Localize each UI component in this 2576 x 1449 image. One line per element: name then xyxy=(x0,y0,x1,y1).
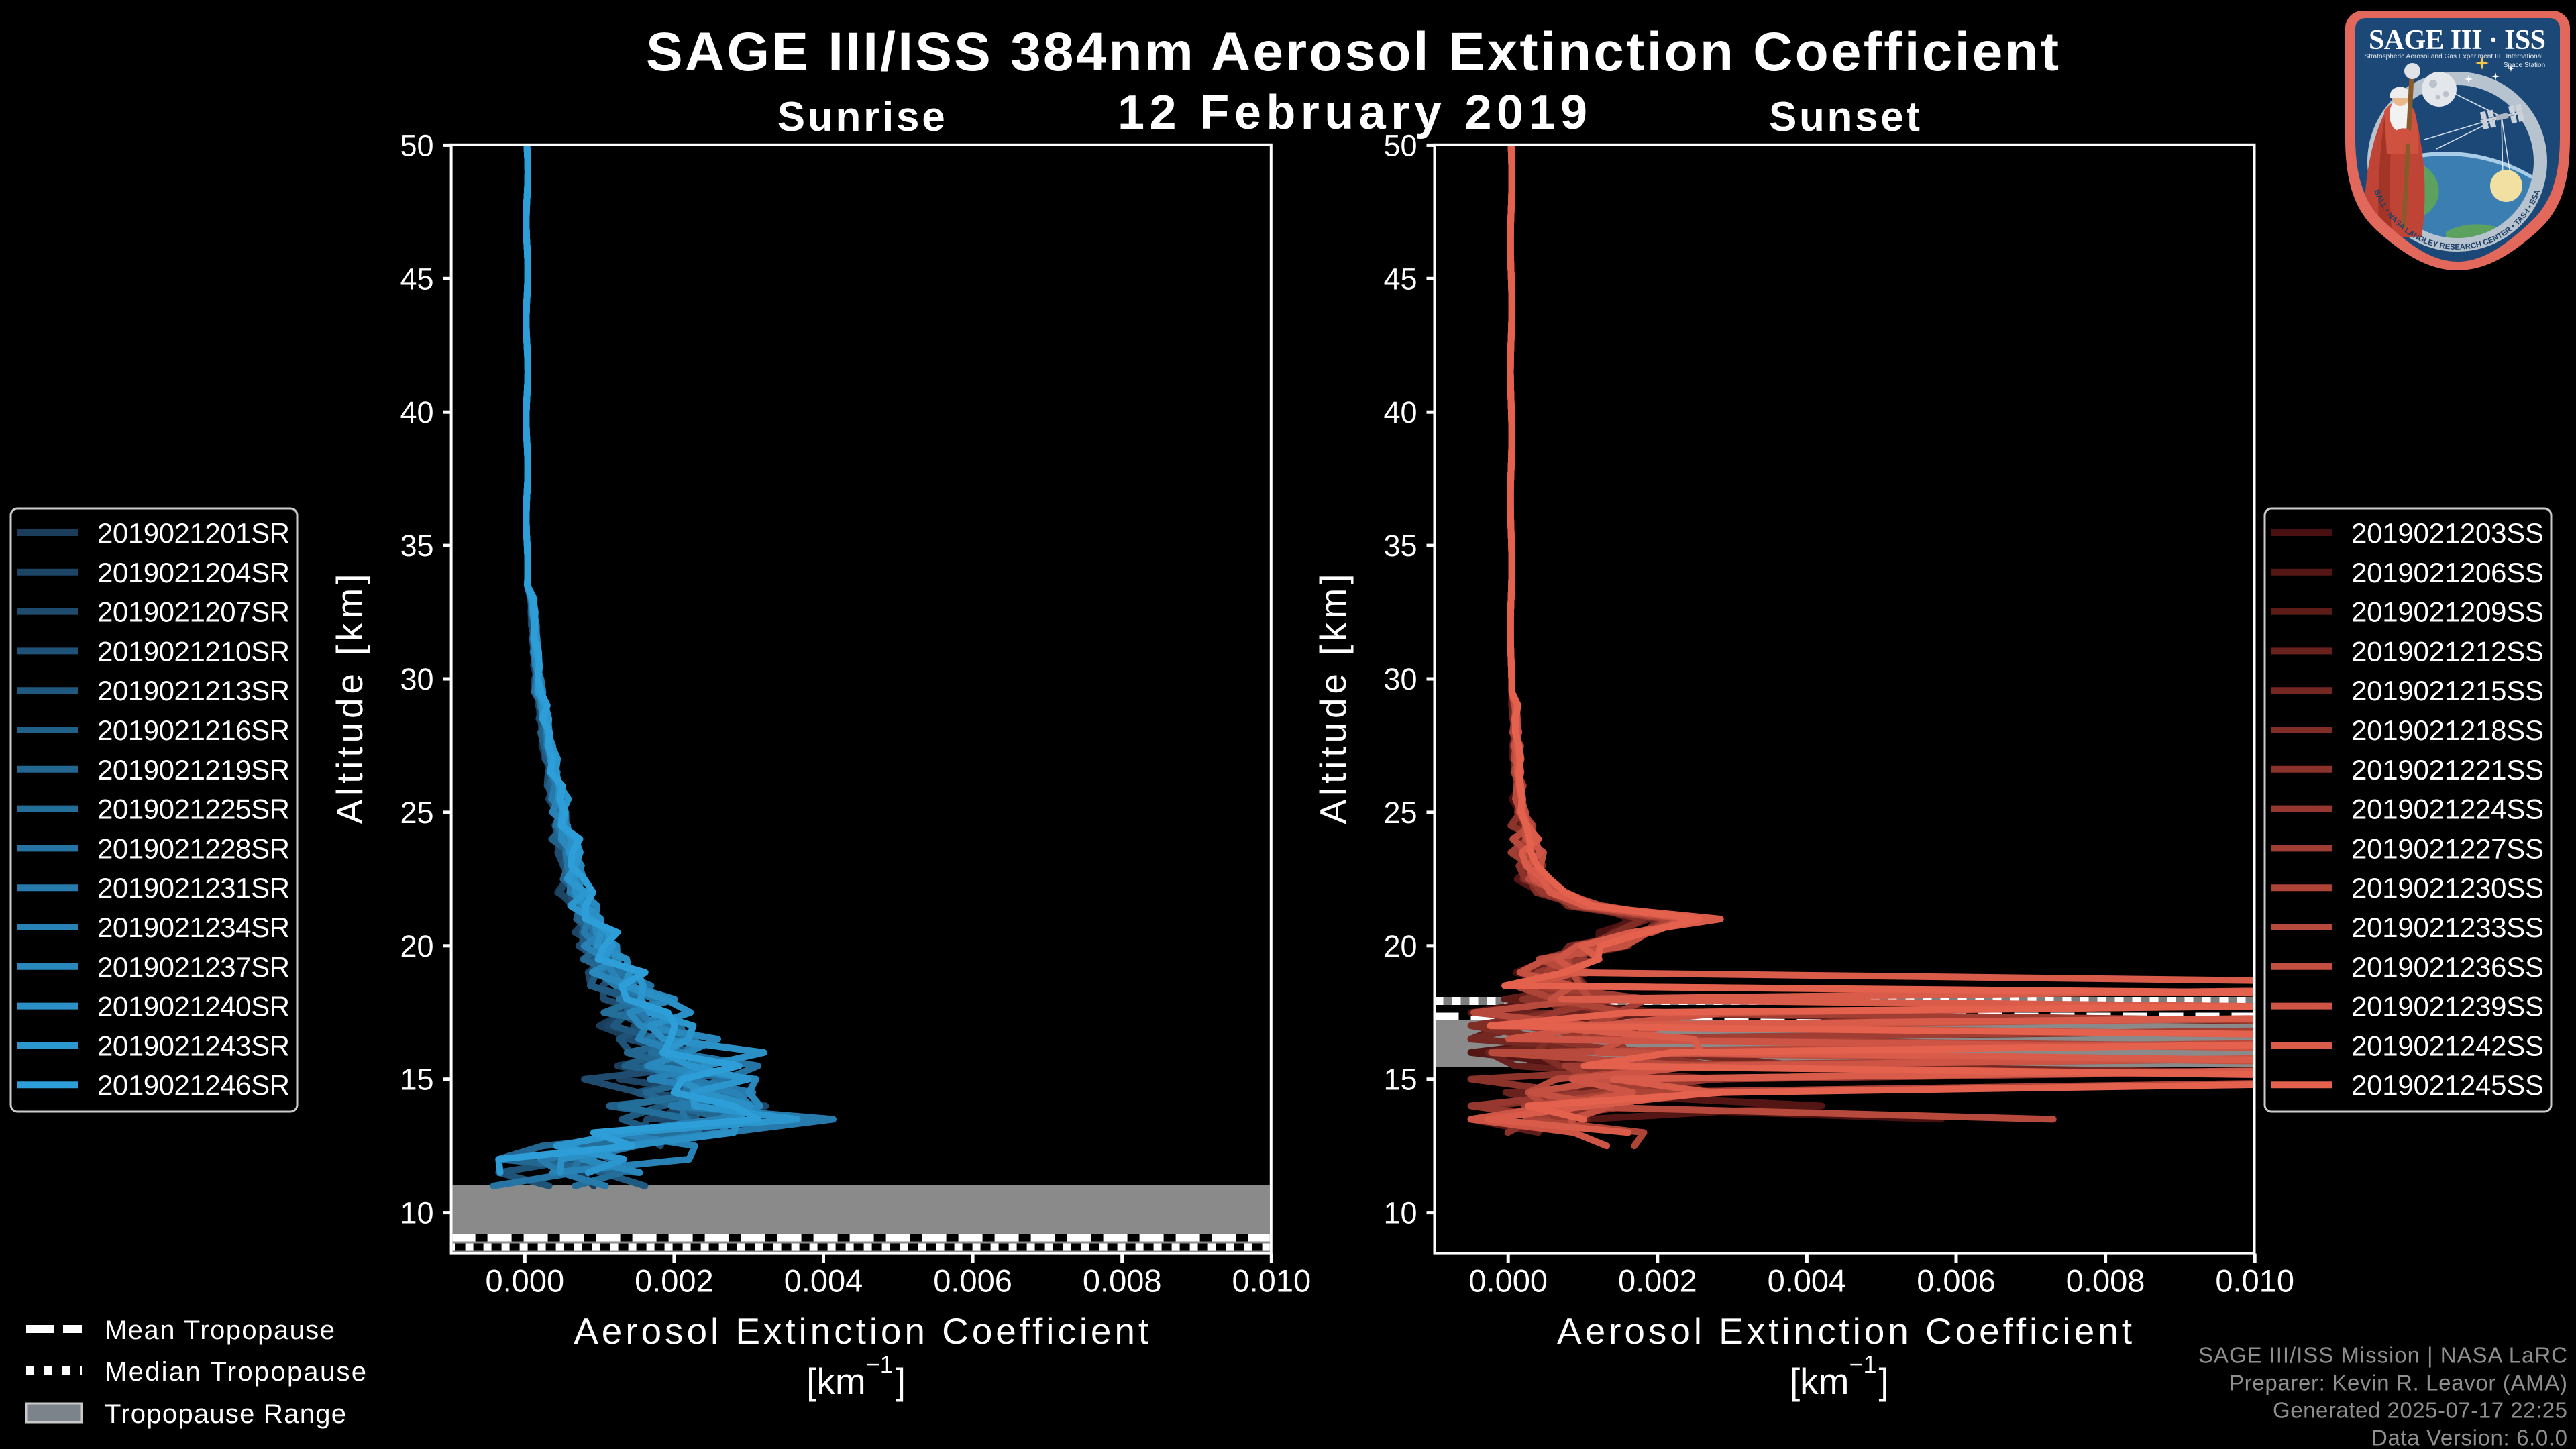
svg-text:0.006: 0.006 xyxy=(1917,1263,1996,1299)
svg-text:10: 10 xyxy=(400,1196,434,1230)
svg-text:2019021242SS: 2019021242SS xyxy=(2351,1030,2544,1061)
svg-text:Aerosol Extinction Coefficient: Aerosol Extinction Coefficient xyxy=(574,1310,1148,1352)
svg-text:Altitude [km]: Altitude [km] xyxy=(1312,574,1354,824)
svg-text:0.000: 0.000 xyxy=(1468,1263,1548,1299)
svg-text:2019021219SR: 2019021219SR xyxy=(97,754,290,786)
svg-text:Aerosol Extinction Coefficient: Aerosol Extinction Coefficient xyxy=(1557,1310,2132,1352)
svg-text:−1: −1 xyxy=(1849,1350,1877,1378)
svg-text:2019021216SR: 2019021216SR xyxy=(97,714,290,746)
svg-text:2019021213SR: 2019021213SR xyxy=(97,675,290,706)
svg-text:2019021212SS: 2019021212SS xyxy=(2351,635,2544,667)
svg-text:International: International xyxy=(2506,53,2542,60)
svg-text:Tropopause Range: Tropopause Range xyxy=(105,1399,346,1429)
svg-text:25: 25 xyxy=(400,796,434,830)
svg-text:SAGE III/ISS 384nm Aerosol Ext: SAGE III/ISS 384nm Aerosol Extinction Co… xyxy=(646,21,2059,83)
svg-text:SAGE III · ISS: SAGE III · ISS xyxy=(2369,25,2546,56)
svg-text:Space Station: Space Station xyxy=(2504,62,2545,69)
svg-text:2019021243SR: 2019021243SR xyxy=(97,1030,290,1061)
svg-text:12 February 2019: 12 February 2019 xyxy=(1118,86,1587,140)
svg-text:2019021210SR: 2019021210SR xyxy=(97,635,290,667)
svg-text:15: 15 xyxy=(400,1063,434,1097)
svg-text:−1: −1 xyxy=(866,1350,894,1378)
svg-text:2019021237SR: 2019021237SR xyxy=(97,951,290,983)
svg-text:2019021209SS: 2019021209SS xyxy=(2351,596,2544,628)
svg-text:2019021236SS: 2019021236SS xyxy=(2351,951,2544,983)
svg-text:2019021234SR: 2019021234SR xyxy=(97,912,290,943)
svg-text:Altitude [km]: Altitude [km] xyxy=(329,574,370,824)
svg-text:35: 35 xyxy=(400,529,434,563)
svg-text:2019021221SS: 2019021221SS xyxy=(2351,754,2544,786)
svg-text:40: 40 xyxy=(1383,395,1417,429)
svg-text:0.002: 0.002 xyxy=(635,1263,714,1299)
svg-text:30: 30 xyxy=(1383,662,1417,696)
svg-text:35: 35 xyxy=(1383,529,1417,563)
svg-text:30: 30 xyxy=(400,662,434,696)
svg-text:SAGE III/ISS Mission | NASA La: SAGE III/ISS Mission | NASA LaRC xyxy=(2198,1343,2567,1368)
svg-text:2019021245SS: 2019021245SS xyxy=(2351,1069,2544,1101)
svg-text:0.008: 0.008 xyxy=(1083,1263,1162,1299)
svg-text:2019021230SS: 2019021230SS xyxy=(2351,872,2544,904)
svg-text:]: ] xyxy=(896,1360,906,1402)
svg-text:0.004: 0.004 xyxy=(1768,1263,1847,1299)
svg-text:2019021240SR: 2019021240SR xyxy=(97,991,290,1022)
svg-text:0.008: 0.008 xyxy=(2066,1263,2145,1299)
svg-text:0.000: 0.000 xyxy=(485,1263,564,1299)
svg-text:2019021233SS: 2019021233SS xyxy=(2351,912,2544,943)
svg-text:[km: [km xyxy=(806,1360,866,1402)
svg-text:2019021206SS: 2019021206SS xyxy=(2351,557,2544,588)
svg-text:40: 40 xyxy=(400,395,434,429)
svg-text:2019021201SR: 2019021201SR xyxy=(97,517,290,549)
svg-text:2019021225SR: 2019021225SR xyxy=(97,794,290,825)
svg-text:45: 45 xyxy=(1383,262,1417,296)
svg-text:20: 20 xyxy=(1383,929,1417,963)
svg-text:Preparer: Kevin R. Leavor (AMA: Preparer: Kevin R. Leavor (AMA) xyxy=(2229,1371,2567,1395)
svg-text:2019021227SS: 2019021227SS xyxy=(2351,833,2544,864)
svg-text:2019021239SS: 2019021239SS xyxy=(2351,991,2544,1022)
svg-text:Mean Tropopause: Mean Tropopause xyxy=(105,1316,335,1345)
svg-text:2019021218SS: 2019021218SS xyxy=(2351,714,2544,746)
svg-text:20: 20 xyxy=(400,929,434,963)
svg-text:Data Version: 6.0.0: Data Version: 6.0.0 xyxy=(2371,1426,2567,1449)
svg-text:2019021204SR: 2019021204SR xyxy=(97,557,290,588)
svg-text:0.004: 0.004 xyxy=(784,1263,863,1299)
svg-text:Generated 2025-07-17 22:25: Generated 2025-07-17 22:25 xyxy=(2273,1398,2567,1423)
svg-text:Median Tropopause: Median Tropopause xyxy=(105,1357,366,1387)
svg-text:]: ] xyxy=(1879,1360,1889,1402)
svg-text:2019021207SR: 2019021207SR xyxy=(97,596,290,628)
svg-text:2019021231SR: 2019021231SR xyxy=(97,872,290,904)
svg-text:0.002: 0.002 xyxy=(1618,1263,1697,1299)
svg-text:25: 25 xyxy=(1383,796,1417,830)
svg-text:0.010: 0.010 xyxy=(2215,1263,2294,1299)
svg-text:2019021203SS: 2019021203SS xyxy=(2351,517,2544,549)
svg-text:Sunset: Sunset xyxy=(1769,94,1920,140)
svg-text:2019021224SS: 2019021224SS xyxy=(2351,794,2544,825)
svg-text:2019021228SR: 2019021228SR xyxy=(97,833,290,864)
svg-text:2019021215SS: 2019021215SS xyxy=(2351,675,2544,706)
svg-text:15: 15 xyxy=(1383,1063,1417,1097)
svg-text:45: 45 xyxy=(400,262,434,296)
svg-text:2019021246SR: 2019021246SR xyxy=(97,1069,290,1101)
svg-text:Stratospheric Aerosol and Gas: Stratospheric Aerosol and Gas Experiment… xyxy=(2365,53,2501,60)
svg-text:0.006: 0.006 xyxy=(933,1263,1012,1299)
svg-text:0.010: 0.010 xyxy=(1232,1263,1311,1299)
svg-text:10: 10 xyxy=(1383,1196,1417,1230)
svg-text:[km: [km xyxy=(1790,1360,1849,1402)
svg-text:50: 50 xyxy=(1383,128,1417,162)
svg-text:50: 50 xyxy=(400,128,434,162)
